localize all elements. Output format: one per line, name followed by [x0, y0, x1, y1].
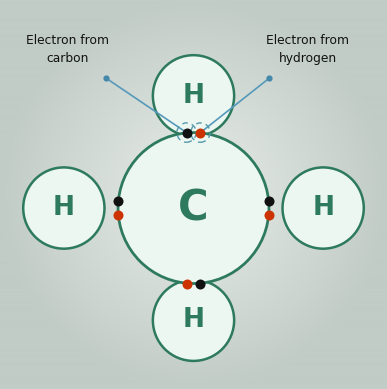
Text: H: H — [183, 307, 204, 333]
Point — [197, 130, 204, 136]
Text: Electron from
hydrogen: Electron from hydrogen — [266, 34, 349, 65]
Text: H: H — [53, 195, 75, 221]
Text: Electron from
carbon: Electron from carbon — [26, 34, 109, 65]
Point — [115, 212, 121, 218]
Text: C: C — [178, 187, 209, 229]
Point — [183, 280, 190, 287]
Circle shape — [23, 167, 104, 249]
Point — [266, 75, 272, 82]
Circle shape — [118, 133, 269, 284]
Point — [197, 280, 204, 287]
Point — [115, 198, 121, 204]
Text: H: H — [312, 195, 334, 221]
Point — [103, 75, 110, 82]
Point — [266, 212, 272, 218]
Circle shape — [153, 280, 234, 361]
Point — [266, 198, 272, 204]
Point — [183, 130, 190, 136]
Circle shape — [283, 167, 364, 249]
Text: H: H — [183, 83, 204, 109]
Circle shape — [153, 55, 234, 137]
